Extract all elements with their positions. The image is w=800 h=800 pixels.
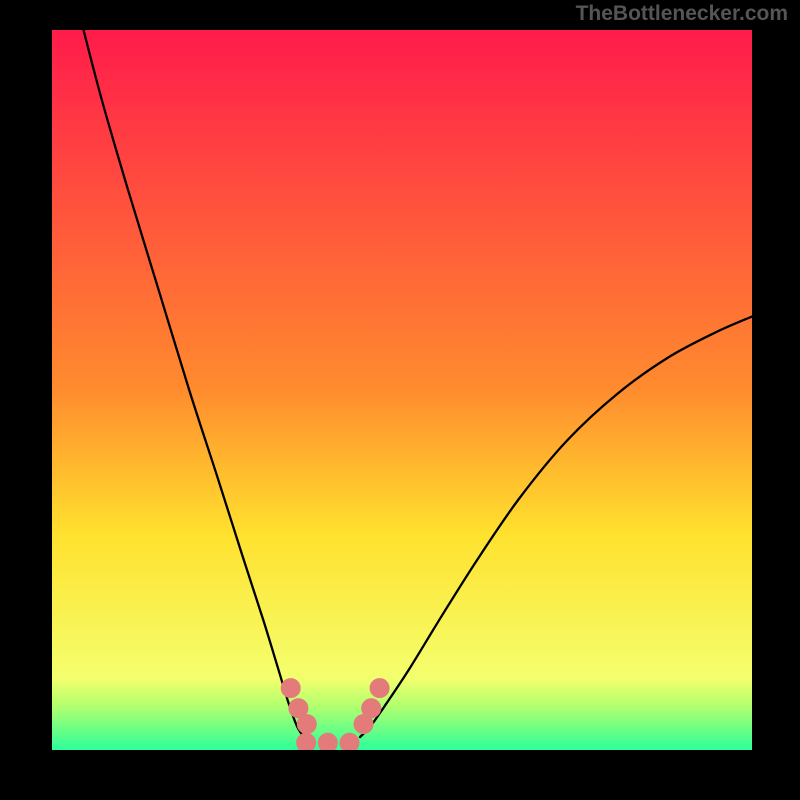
chart-svg (52, 30, 752, 750)
data-marker (281, 679, 300, 698)
data-marker (370, 679, 389, 698)
watermark-text: TheBottlenecker.com (576, 2, 788, 26)
data-marker (297, 715, 316, 734)
chart-plot-area (52, 30, 752, 750)
data-marker (340, 733, 359, 750)
data-marker (318, 733, 337, 750)
curve-right (360, 317, 752, 737)
data-marker (362, 699, 381, 718)
curve-left (84, 30, 305, 737)
chart-frame (0, 0, 800, 800)
data-marker (297, 733, 316, 750)
